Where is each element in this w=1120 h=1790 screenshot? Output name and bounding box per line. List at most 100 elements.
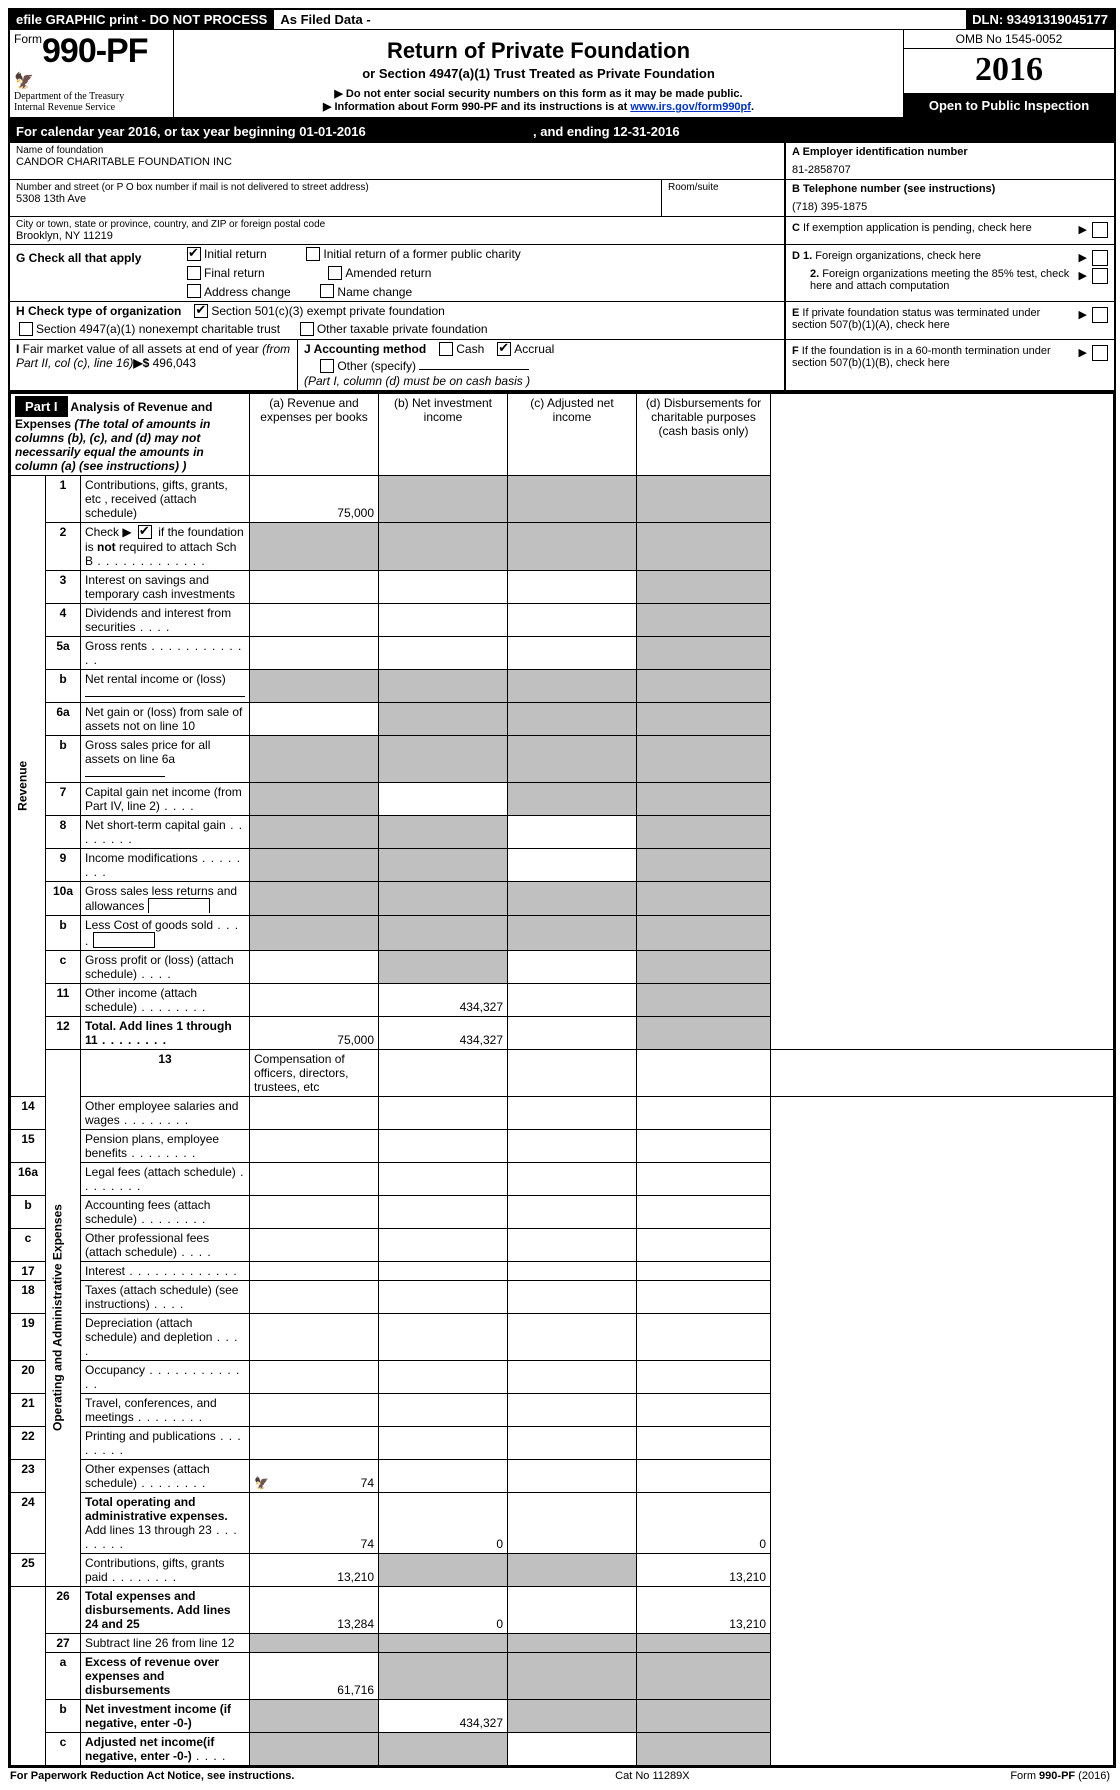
row-6a: 6aNet gain or (loss) from sale of assets…: [11, 702, 1114, 735]
B-value: (718) 395-1875: [792, 201, 1108, 213]
J-cash-checkbox[interactable]: [439, 342, 453, 356]
row2-checkbox[interactable]: [138, 525, 152, 539]
bird-icon: 🦅: [14, 71, 169, 91]
D2-checkbox[interactable]: [1092, 268, 1108, 284]
entity-row-1: Name of foundation CANDOR CHARITABLE FOU…: [10, 143, 1114, 180]
G-initial-checkbox[interactable]: [187, 247, 201, 261]
C-checkbox[interactable]: [1092, 222, 1108, 238]
col-d-header: (d) Disbursements for charitable purpose…: [637, 393, 771, 475]
A-value: 81-2858707: [792, 164, 1108, 176]
col-a-header: (a) Revenue and expenses per books: [250, 393, 379, 475]
G-initialformer-checkbox[interactable]: [306, 247, 320, 261]
H-a: Section 501(c)(3) exempt private foundat…: [211, 304, 444, 318]
row-1: Revenue 1Contributions, gifts, grants, e…: [11, 475, 1114, 522]
entity-row-2: Number and street (or P O box number if …: [10, 180, 1114, 217]
J-cash: Cash: [456, 342, 484, 356]
bird-icon-23[interactable]: 🦅: [254, 1476, 269, 1490]
revenue-side-label: Revenue: [11, 475, 46, 1096]
asfiled-label: As Filed Data -: [273, 10, 376, 29]
room-label: Room/suite: [668, 182, 778, 193]
row-16c: cOther professional fees (attach schedul…: [11, 1228, 1114, 1261]
H-block: H Check type of organization Section 501…: [16, 304, 778, 337]
row-H-E: H Check type of organization Section 501…: [10, 302, 1114, 340]
dept-treasury: Department of the Treasury: [14, 91, 169, 102]
form-word: Form: [14, 32, 42, 46]
row-3: 3Interest on savings and temporary cash …: [11, 570, 1114, 603]
foundation-name: CANDOR CHARITABLE FOUNDATION INC: [16, 156, 778, 168]
row-12: 12Total. Add lines 1 through 1175,000434…: [11, 1016, 1114, 1049]
J-accrual-checkbox[interactable]: [497, 342, 511, 356]
J-other-checkbox[interactable]: [320, 359, 334, 373]
row-27: 27Subtract line 26 from line 12: [11, 1633, 1114, 1652]
part1-table: Part I Analysis of Revenue and Expenses …: [10, 393, 1114, 1766]
city-label: City or town, state or province, country…: [16, 219, 778, 230]
box-D: D 1. Foreign organizations, check here ▶…: [785, 245, 1114, 301]
row-14: 14Other employee salaries and wages: [11, 1096, 1114, 1129]
G-addr: Address change: [204, 285, 291, 299]
city-value: Brooklyn, NY 11219: [16, 230, 778, 242]
H-b: Section 4947(a)(1) nonexempt charitable …: [36, 322, 280, 336]
H-label: H Check type of organization: [16, 304, 181, 318]
I-value: 496,043: [153, 356, 196, 370]
G-name-checkbox[interactable]: [320, 284, 334, 298]
G-name: Name change: [337, 285, 412, 299]
J-other: Other (specify): [337, 359, 416, 373]
arrow2-pre: ▶ Information about Form 990-PF and its …: [323, 101, 630, 113]
header-center: Return of Private Foundation or Section …: [174, 30, 903, 117]
dept-irs: Internal Revenue Service: [14, 102, 169, 113]
omb-number: OMB No 1545-0052: [904, 30, 1114, 49]
col-c-header: (c) Adjusted net income: [508, 393, 637, 475]
row-8: 8Net short-term capital gain: [11, 815, 1114, 848]
efile-label: efile GRAPHIC print - DO NOT PROCESS: [10, 10, 273, 29]
row-11: 11Other income (attach schedule)434,327: [11, 983, 1114, 1016]
form-title: Return of Private Foundation: [180, 38, 897, 64]
G-block: G Check all that apply Initial return In…: [16, 247, 778, 299]
row-16a: 16aLegal fees (attach schedule): [11, 1162, 1114, 1195]
box-C: C If exemption application is pending, c…: [785, 217, 1114, 244]
part1-label: Part I: [15, 396, 68, 417]
topbar-spacer: [377, 10, 966, 29]
row-17: 17Interest: [11, 1261, 1114, 1280]
D1-checkbox[interactable]: [1092, 250, 1108, 266]
col-b-header: (b) Net investment income: [379, 393, 508, 475]
open-to-public: Open to Public Inspection: [904, 94, 1114, 117]
row-24: 24Total operating and administrative exp…: [11, 1492, 1114, 1553]
form-container: efile GRAPHIC print - DO NOT PROCESS As …: [8, 8, 1116, 1768]
topbar: efile GRAPHIC print - DO NOT PROCESS As …: [10, 10, 1114, 30]
cal-mid: , and ending: [533, 124, 613, 139]
H-501c3-checkbox[interactable]: [194, 304, 208, 318]
row-23: 23Other expenses (attach schedule)🦅74: [11, 1459, 1114, 1492]
G-initialformer: Initial return of a former public charit…: [323, 247, 520, 261]
C-text: If exemption application is pending, che…: [803, 222, 1032, 234]
arrow-line-2: ▶ Information about Form 990-PF and its …: [180, 100, 897, 113]
row-20: 20Occupancy: [11, 1360, 1114, 1393]
row-18: 18Taxes (attach schedule) (see instructi…: [11, 1280, 1114, 1313]
row-G-D: G Check all that apply Initial return In…: [10, 245, 1114, 302]
J-label: J Accounting method: [304, 342, 426, 356]
G-amended: Amended return: [345, 266, 431, 280]
row-IJ-F: I Fair market value of all assets at end…: [10, 340, 1114, 393]
row-10c: cGross profit or (loss) (attach schedule…: [11, 950, 1114, 983]
cal-begin: 01-01-2016: [299, 124, 366, 139]
E-checkbox[interactable]: [1092, 307, 1108, 323]
H-other-checkbox[interactable]: [300, 322, 314, 336]
G-final: Final return: [204, 266, 265, 280]
F-checkbox[interactable]: [1092, 345, 1108, 361]
instructions-link[interactable]: www.irs.gov/form990pf: [630, 101, 751, 113]
row-9: 9Income modifications: [11, 848, 1114, 881]
G-final-checkbox[interactable]: [187, 266, 201, 280]
name-label: Name of foundation: [16, 145, 778, 156]
G-addr-checkbox[interactable]: [187, 284, 201, 298]
row-15: 15Pension plans, employee benefits: [11, 1129, 1114, 1162]
row-27c: cAdjusted net income(if negative, enter …: [11, 1732, 1114, 1765]
addr-value: 5308 13th Ave: [16, 193, 655, 205]
row-25: 25Contributions, gifts, grants paid13,21…: [11, 1553, 1114, 1586]
I-arrow: ▶$: [133, 356, 152, 370]
G-amended-checkbox[interactable]: [328, 266, 342, 280]
expenses-side-label: Operating and Administrative Expenses: [46, 1049, 81, 1586]
row-7: 7Capital gain net income (from Part IV, …: [11, 782, 1114, 815]
row-4: 4Dividends and interest from securities: [11, 603, 1114, 636]
H-4947-checkbox[interactable]: [19, 322, 33, 336]
form-subtitle: or Section 4947(a)(1) Trust Treated as P…: [180, 66, 897, 81]
footer-right: Form 990-PF (2016): [1010, 1770, 1110, 1782]
